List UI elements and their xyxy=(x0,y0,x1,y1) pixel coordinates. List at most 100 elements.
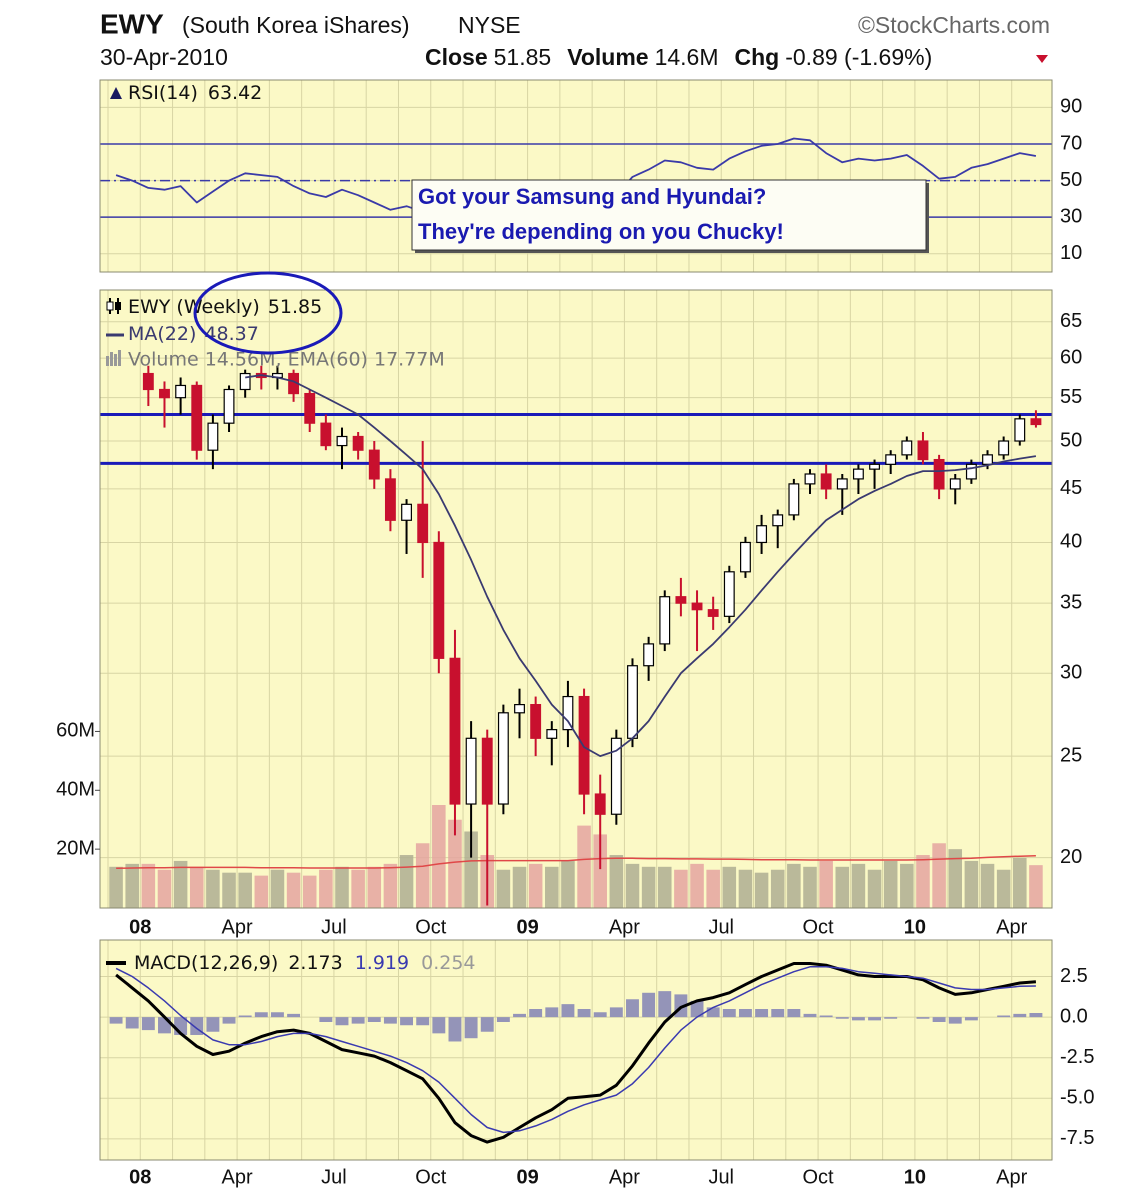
candle-body xyxy=(159,388,170,399)
price-legend: EWY (Weekly) 51.85 xyxy=(128,296,322,318)
volume-bar xyxy=(254,875,269,908)
candle-body xyxy=(368,449,380,480)
down-arrow xyxy=(1036,55,1048,63)
signal-value: 1.919 xyxy=(355,952,409,974)
volume-bar xyxy=(916,855,930,908)
candle-body xyxy=(191,384,203,451)
candle-body xyxy=(707,609,719,617)
histogram-bar xyxy=(642,992,656,1018)
histogram-bar xyxy=(141,1017,155,1031)
volume-bar xyxy=(787,863,801,908)
y-tick-label: 70 xyxy=(1060,132,1082,154)
volume-bar xyxy=(351,869,365,908)
y-tick-label: 2.5 xyxy=(1060,965,1088,987)
x-tick-label: 10 xyxy=(904,1166,926,1188)
candle-body xyxy=(869,463,880,470)
histogram-bar xyxy=(997,1015,1011,1018)
volume-bar xyxy=(448,819,462,908)
candle-body xyxy=(998,440,1010,456)
x-tick-label: Apr xyxy=(222,1166,253,1188)
histogram-bar xyxy=(561,1004,575,1018)
candle-body xyxy=(820,473,832,490)
source: ©StockCharts.com xyxy=(858,12,1050,38)
volume-bar xyxy=(948,849,963,908)
candle-body xyxy=(982,454,993,465)
volume-bar xyxy=(270,869,285,908)
volume-bar xyxy=(496,869,511,908)
price-title: EWY (Weekly) xyxy=(128,296,260,318)
candle-body xyxy=(223,388,235,424)
histogram-bar xyxy=(238,1015,252,1018)
volume-bar xyxy=(593,834,607,908)
x-tick-label: Jul xyxy=(321,916,347,938)
candle-body xyxy=(917,440,929,461)
volume-bar xyxy=(415,843,430,908)
candle-body xyxy=(352,435,364,451)
histogram-bar xyxy=(513,1013,526,1018)
histogram-bar xyxy=(932,1017,946,1022)
candle-body xyxy=(514,704,525,714)
candle-body xyxy=(384,478,396,521)
histogram-bar xyxy=(496,1017,510,1022)
chg: -0.89 (-1.69%) xyxy=(785,44,932,70)
candle-body xyxy=(449,657,461,805)
panel-frame xyxy=(99,289,1053,909)
histogram-bar xyxy=(738,1009,752,1018)
x-tick-label: Apr xyxy=(222,916,253,938)
ma-name: MA(22) xyxy=(128,323,196,345)
x-tick-label: Apr xyxy=(609,916,640,938)
candle-body xyxy=(852,468,864,480)
volume-bar xyxy=(803,866,817,908)
candle-body xyxy=(1030,418,1042,426)
histogram-bar xyxy=(480,1017,494,1032)
candle-body xyxy=(594,793,606,815)
candle-body xyxy=(142,372,154,391)
volume-tick-label: 20M xyxy=(56,837,95,859)
y-tick-label: -2.5 xyxy=(1060,1046,1094,1068)
volume-bar xyxy=(980,863,995,908)
histogram-bar xyxy=(287,1013,301,1018)
x-tick-label: Oct xyxy=(415,1166,447,1188)
volume-bar xyxy=(335,866,349,908)
volume-bar xyxy=(609,855,624,908)
volume-tick-label: 40M xyxy=(56,779,95,801)
histogram-bar xyxy=(254,1012,268,1018)
x-tick-label: 08 xyxy=(129,1166,151,1188)
x-tick-label: Oct xyxy=(803,916,835,938)
candle-body xyxy=(949,478,961,490)
candle-body xyxy=(401,503,412,521)
candle-body xyxy=(627,665,638,739)
volume-bar xyxy=(561,860,575,908)
candle-body xyxy=(723,571,735,617)
histogram-bar xyxy=(884,1017,898,1019)
candle-body xyxy=(836,478,848,490)
x-tick-label: 08 xyxy=(129,916,151,938)
volume-bar xyxy=(157,869,172,908)
volume-bar xyxy=(528,863,543,908)
date: 30-Apr-2010 xyxy=(100,44,228,70)
close-label: Close xyxy=(425,44,488,70)
legend-icon xyxy=(110,87,122,99)
histogram-bar xyxy=(529,1009,543,1018)
x-tick-label: Apr xyxy=(609,1166,640,1188)
x-tick-label: Oct xyxy=(415,916,447,938)
histogram-bar xyxy=(771,1009,785,1018)
x-tick-label: Apr xyxy=(996,916,1027,938)
candle-body xyxy=(788,483,800,516)
candle-body xyxy=(304,392,316,424)
histogram-bar xyxy=(819,1015,833,1018)
panel-frame xyxy=(99,79,1053,273)
y-tick-label: 30 xyxy=(1060,662,1082,684)
ma-legend: MA(22) 48.37 xyxy=(128,323,259,345)
legend-icon xyxy=(106,350,121,366)
volume-bar xyxy=(964,860,979,908)
volume-bar xyxy=(738,869,753,908)
y-tick-label: 0.0 xyxy=(1060,1005,1088,1027)
volume-bar xyxy=(706,869,720,908)
ma-value: 48.37 xyxy=(204,323,258,345)
series-line xyxy=(115,962,1037,1144)
y-tick-label: -7.5 xyxy=(1060,1127,1094,1149)
volume-bar xyxy=(1029,865,1043,908)
volume-bar xyxy=(189,866,204,908)
macd-legend: MACD(12,26,9) 2.173 1.919 0.254 xyxy=(134,952,476,974)
